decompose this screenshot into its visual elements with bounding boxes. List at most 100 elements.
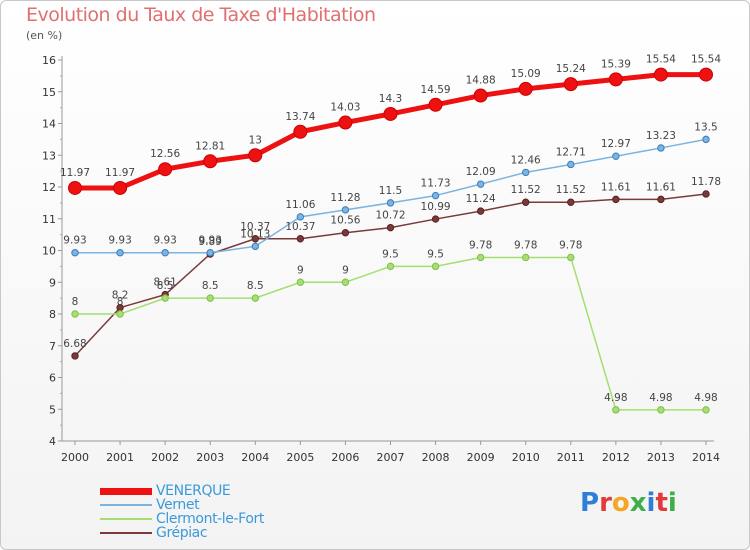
data-point xyxy=(699,67,713,82)
data-point xyxy=(657,406,665,414)
data-label: 10.13 xyxy=(240,228,270,240)
data-label: 15.54 xyxy=(691,54,721,66)
x-tick-label: 2013 xyxy=(647,451,675,464)
data-point xyxy=(567,253,575,262)
data-point xyxy=(248,148,263,163)
x-tick-label: 2003 xyxy=(196,451,224,464)
data-label: 9.93 xyxy=(199,235,222,247)
data-label: 4.98 xyxy=(694,392,717,404)
data-point xyxy=(158,162,173,177)
data-label: 12.56 xyxy=(150,148,180,160)
data-point xyxy=(476,253,485,262)
logo-letter: o xyxy=(611,488,630,518)
data-point xyxy=(522,168,530,177)
legend-swatch xyxy=(100,532,152,534)
data-point xyxy=(522,198,530,206)
data-point xyxy=(431,262,440,271)
data-label: 11.52 xyxy=(556,184,586,196)
data-label: 11.97 xyxy=(60,167,90,179)
data-label: 9.93 xyxy=(108,235,131,247)
data-point xyxy=(206,249,214,257)
data-label: 14.59 xyxy=(421,84,451,96)
x-tick-label: 2012 xyxy=(602,451,630,464)
x-tick-label: 2014 xyxy=(692,451,720,464)
data-point xyxy=(116,310,124,318)
data-label: 13.74 xyxy=(285,111,315,123)
legend-swatch xyxy=(100,504,152,506)
data-label: 9.89 xyxy=(199,236,222,248)
data-label: 4.98 xyxy=(604,392,627,404)
data-point xyxy=(431,215,440,223)
data-point xyxy=(522,253,530,262)
legend-label: VENERQUE xyxy=(156,483,231,499)
logo-letter: i xyxy=(667,488,677,518)
data-label: 15.24 xyxy=(556,63,586,75)
data-label: 11.28 xyxy=(330,192,360,204)
data-point xyxy=(203,154,218,169)
data-point xyxy=(251,294,259,302)
data-point xyxy=(251,242,259,251)
x-tick-label: 2002 xyxy=(151,451,179,464)
data-point xyxy=(702,406,710,414)
x-tick-label: 2001 xyxy=(106,451,134,464)
data-point xyxy=(293,124,308,139)
x-tick-label: 2005 xyxy=(286,451,314,464)
y-tick-label: 6 xyxy=(49,372,56,385)
data-label: 14.03 xyxy=(330,102,360,114)
data-point xyxy=(383,106,398,121)
y-tick-label: 7 xyxy=(49,340,56,353)
legend-label: Vernet xyxy=(156,497,200,513)
data-label: 13.23 xyxy=(646,130,676,142)
data-label: 9.78 xyxy=(559,239,582,251)
data-label: 11.97 xyxy=(105,167,135,179)
data-label: 4.98 xyxy=(649,392,672,404)
data-label: 8 xyxy=(117,296,124,308)
data-label: 6.68 xyxy=(63,338,86,350)
data-label: 11.61 xyxy=(646,181,676,193)
data-label: 12.46 xyxy=(511,154,541,166)
data-label: 9.78 xyxy=(469,239,492,251)
data-label: 11.52 xyxy=(511,184,541,196)
data-label: 13.5 xyxy=(694,121,717,133)
data-point xyxy=(113,180,128,195)
data-label: 8 xyxy=(72,296,79,308)
y-tick-label: 8 xyxy=(49,308,56,321)
data-point xyxy=(567,160,575,169)
data-label: 9 xyxy=(297,264,304,276)
y-tick-label: 13 xyxy=(42,149,56,162)
data-label: 9 xyxy=(342,264,349,276)
data-point xyxy=(161,294,169,302)
data-point xyxy=(567,198,575,206)
data-point xyxy=(386,199,395,207)
data-label: 12.81 xyxy=(195,140,225,152)
axes: 4 5 6 7 8 9 10 11 12 13 14 15 16 2000 2001 2002 2003 2004… xyxy=(42,54,720,464)
data-point xyxy=(296,278,305,286)
chart-title: Evolution du Taux de Taxe d'Habitation xyxy=(26,4,376,26)
data-label: 9.5 xyxy=(382,248,399,260)
data-label: 9.93 xyxy=(153,235,176,247)
data-point xyxy=(386,223,395,232)
logo-letter: i xyxy=(646,488,656,518)
data-label: 15.39 xyxy=(601,58,631,70)
x-tick-label: 2007 xyxy=(377,451,405,464)
legend-swatch xyxy=(100,518,152,520)
data-point xyxy=(71,249,79,257)
y-tick-label: 14 xyxy=(42,118,56,131)
x-tick-label: 2009 xyxy=(467,451,495,464)
y-tick-label: 5 xyxy=(49,403,56,416)
data-point xyxy=(116,249,124,257)
data-point xyxy=(657,195,665,204)
data-label: 11.61 xyxy=(601,181,631,193)
data-point xyxy=(657,144,665,152)
data-point xyxy=(341,206,350,214)
data-label: 10.72 xyxy=(375,210,405,222)
x-tick-label: 2011 xyxy=(557,451,585,464)
x-tick-label: 2008 xyxy=(422,451,450,464)
logo-letter: r xyxy=(599,488,612,518)
data-label: 8.61 xyxy=(153,277,176,289)
logo-letter: x xyxy=(629,488,647,518)
data-label: 8.5 xyxy=(157,280,174,292)
data-point xyxy=(341,278,350,286)
data-point xyxy=(563,77,578,92)
